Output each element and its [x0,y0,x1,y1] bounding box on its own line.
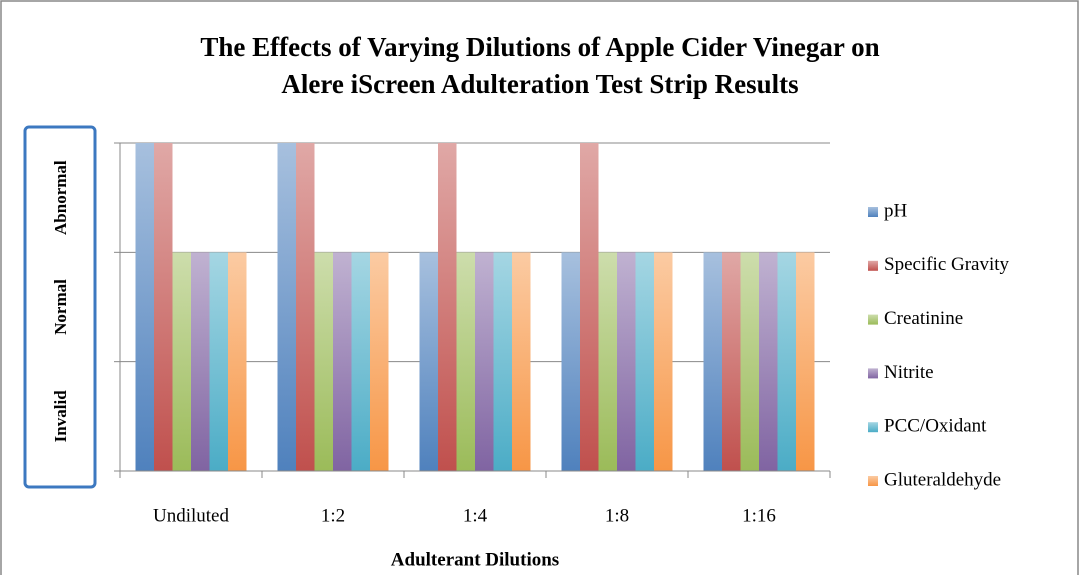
bar [172,252,191,471]
bar [703,252,722,471]
bar [333,252,352,471]
bar [475,252,494,471]
y-category-label: Abnormal [51,160,70,235]
legend-label: Creatinine [884,308,963,329]
bar [351,252,370,471]
legend-swatch [868,422,878,433]
bar [154,143,173,471]
x-tick-label: 1:2 [321,505,345,526]
x-axis-label: Adulterant Dilutions [391,549,559,570]
bar [228,252,247,471]
legend-label: Specific Gravity [884,254,1010,275]
bar [135,143,154,471]
legend-label: PCC/Oxidant [884,416,987,437]
chart-title: The Effects of Varying Dilutions of Appl… [200,32,879,62]
bar [209,252,228,471]
bar [277,143,296,471]
y-category-label: Invalid [51,390,70,443]
bar [635,252,654,471]
bar [759,252,778,471]
bar [296,143,315,471]
bar [654,252,673,471]
bar [314,252,333,471]
y-category-label: Normal [51,279,70,335]
y-label-box [23,125,97,489]
x-tick-label: 1:4 [463,505,488,526]
legend-swatch [868,207,878,217]
legend-label: pH [884,200,908,221]
bar [598,252,617,471]
x-tick-label: 1:8 [605,505,629,526]
bar [512,252,531,471]
bar [370,252,389,471]
legend-swatch [868,368,878,379]
bar [456,252,475,471]
legend-swatch [868,476,878,486]
x-tick-label: 1:16 [742,505,776,526]
bar [493,252,512,471]
legend-swatch [868,260,878,271]
bar [617,252,636,471]
bar [740,252,759,471]
chart-title: Alere iScreen Adulteration Test Strip Re… [281,69,798,99]
bar [580,143,599,471]
legend-label: Nitrite [884,362,934,383]
x-tick-label: Undiluted [153,505,229,526]
bar [561,252,580,471]
bar [777,252,796,471]
legend-label: Gluteraldehyde [884,469,1001,490]
bar [722,252,741,471]
bar [438,143,457,471]
bar [419,252,438,471]
legend-swatch [868,314,878,325]
bar [191,252,210,471]
bar [796,252,815,471]
